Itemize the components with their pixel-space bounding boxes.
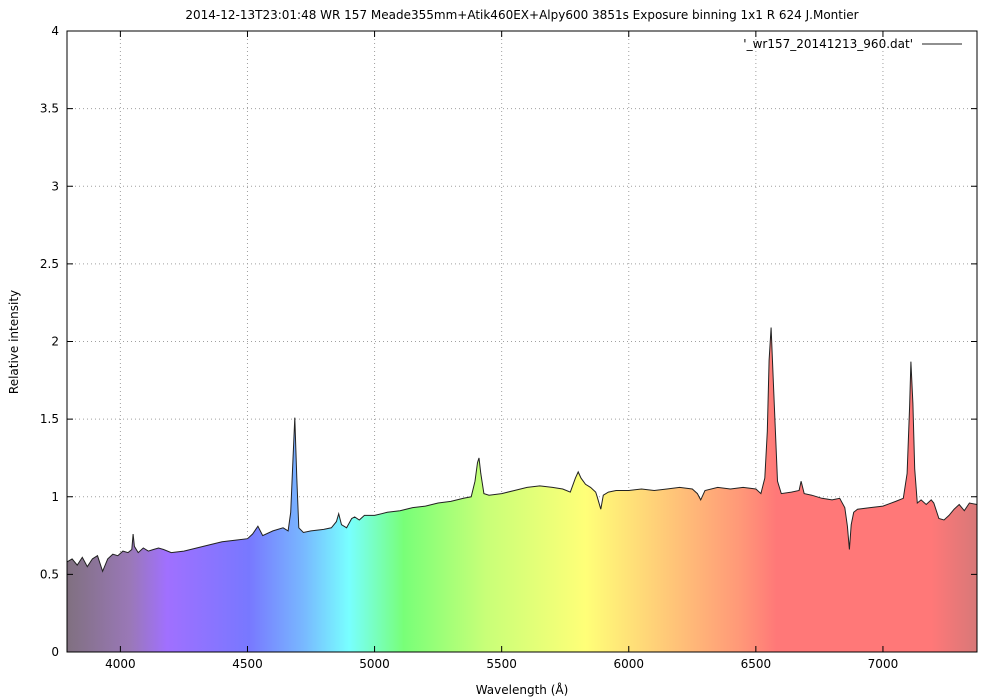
- x-tick-label: 6500: [741, 657, 772, 671]
- y-tick-label: 2: [51, 335, 59, 349]
- x-tick-label: 4500: [232, 657, 263, 671]
- y-tick-label: 2.5: [40, 257, 59, 271]
- y-tick-label: 1: [51, 490, 59, 504]
- spectrum-area-fill: [67, 327, 977, 652]
- y-tick-label: 4: [51, 24, 59, 38]
- x-tick-label: 6000: [613, 657, 644, 671]
- y-tick-label: 0.5: [40, 567, 59, 581]
- y-tick-label: 1.5: [40, 412, 59, 426]
- x-axis-ticks: 4000 4500 5000 5500 6000 6500 7000: [105, 31, 898, 671]
- x-axis-label: Wavelength (Å): [476, 682, 569, 697]
- x-tick-label: 7000: [868, 657, 899, 671]
- x-tick-label: 5500: [486, 657, 517, 671]
- x-tick-label: 5000: [359, 657, 390, 671]
- y-tick-label: 0: [51, 645, 59, 659]
- legend: '_wr157_20141213_960.dat': [743, 37, 962, 51]
- x-tick-label: 4000: [105, 657, 136, 671]
- y-tick-label: 3: [51, 179, 59, 193]
- y-tick-label: 3.5: [40, 102, 59, 116]
- y-axis-ticks: 0 0.5 1 1.5 2 2.5 3 3.5 4: [40, 24, 977, 659]
- y-axis-label: Relative intensity: [7, 290, 21, 394]
- chart-title: 2014-12-13T23:01:48 WR 157 Meade355mm+At…: [185, 8, 858, 22]
- legend-label: '_wr157_20141213_960.dat': [743, 37, 913, 51]
- spectrum-line: [67, 327, 977, 573]
